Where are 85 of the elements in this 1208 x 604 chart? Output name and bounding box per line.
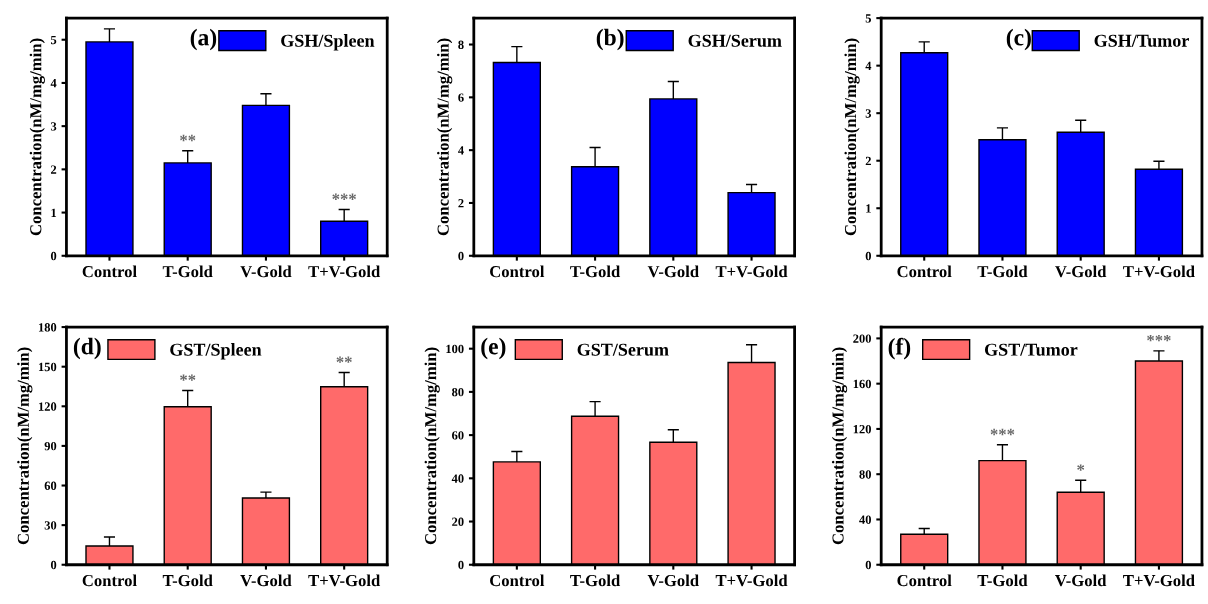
x-tick-label: T-Gold <box>977 574 1028 587</box>
y-tick-label: 60 <box>44 481 57 490</box>
y-tick-label: 80 <box>452 387 464 397</box>
x-tick-label: Control <box>897 265 952 278</box>
annotation: ** <box>180 134 196 142</box>
y-tick-label: 80 <box>859 470 871 479</box>
annotation: * <box>1077 464 1085 471</box>
annotation: (d) <box>73 337 101 360</box>
y-tick-label: 0 <box>458 251 464 261</box>
y-tick-label: 200 <box>853 334 871 343</box>
x-tick-label: V-Gold <box>240 574 292 587</box>
x-tick-label: Control <box>490 574 545 587</box>
x-tick-label: Control <box>82 265 137 278</box>
x-tick-label: T+V-Gold <box>308 265 381 278</box>
y-tick-label: 30 <box>44 521 57 530</box>
y-tick-label: 40 <box>451 474 464 483</box>
y-tick-label: 100 <box>446 344 464 354</box>
y-tick-label: 120 <box>853 424 871 434</box>
legend-label: GST/Tumor <box>984 343 1078 356</box>
legend-label: GST/Serum <box>577 343 669 356</box>
y-tick-label: 1 <box>866 204 871 213</box>
y-tick-label: 4 <box>458 146 464 155</box>
y-tick-label: 1 <box>51 208 57 217</box>
annotation: (c) <box>1006 28 1031 51</box>
x-tick-label: T-Gold <box>570 265 621 278</box>
y-tick-label: 8 <box>458 40 464 49</box>
x-tick-label: T-Gold <box>162 265 213 278</box>
x-tick-label: T-Gold <box>162 574 213 587</box>
annotation: (f) <box>888 337 911 360</box>
x-tick-label: T+V-Gold <box>1123 574 1195 587</box>
x-tick-label: T-Gold <box>977 265 1028 278</box>
annotation: *** <box>332 193 356 200</box>
annotation: (e) <box>481 337 506 360</box>
x-tick-label: V-Gold <box>240 265 292 278</box>
y-axis-title: Concentration(nM/mg/min) <box>437 38 453 236</box>
annotation: (b) <box>596 28 624 51</box>
y-tick-label: 3 <box>50 122 57 131</box>
y-tick-label: 3 <box>865 109 872 118</box>
y-tick-label: 5 <box>865 14 872 23</box>
y-tick-label: 2 <box>865 156 871 166</box>
y-tick-label: 2 <box>50 165 57 174</box>
legend-label: GST/Spleen <box>170 343 262 360</box>
annotation: ** <box>336 356 352 363</box>
y-tick-label: 5 <box>50 35 57 45</box>
y-axis-title: Concentration(nM/mg/min) <box>17 347 33 545</box>
y-tick-label: 90 <box>44 441 57 451</box>
annotation: *** <box>990 428 1015 436</box>
x-tick-label: T-Gold <box>570 574 621 587</box>
y-axis-title: Concentration(nM/mg/min) <box>844 38 860 236</box>
legend-label: GSH/Tumor <box>1094 34 1189 47</box>
y-tick-label: 0 <box>865 251 871 261</box>
legend-label: GSH/Spleen <box>281 34 375 51</box>
x-tick-label: Control <box>490 265 545 278</box>
y-tick-label: 2 <box>458 199 464 208</box>
y-tick-label: 6 <box>458 93 464 102</box>
y-tick-label: 160 <box>853 379 871 389</box>
x-tick-label: Control <box>897 574 952 587</box>
annotation: (a) <box>190 28 217 51</box>
y-axis-title: Concentration(nM/mg/min) <box>29 38 45 236</box>
y-tick-label: 0 <box>458 560 464 570</box>
x-tick-label: Control <box>82 574 137 587</box>
y-tick-label: 60 <box>452 431 464 440</box>
y-axis-title: Concentration(nM/mg/min) <box>424 347 440 545</box>
y-tick-label: 0 <box>865 560 871 570</box>
y-tick-label: 4 <box>865 61 872 70</box>
x-tick-label: T+V-Gold <box>715 574 788 587</box>
x-tick-label: V-Gold <box>647 265 699 278</box>
y-tick-label: 120 <box>38 402 57 411</box>
legend-label: GSH/Serum <box>688 34 782 47</box>
x-tick-label: T+V-Gold <box>308 574 381 587</box>
y-tick-label: 0 <box>50 560 57 570</box>
y-tick-label: 150 <box>38 362 57 372</box>
x-tick-label: T+V-Gold <box>1123 265 1195 278</box>
y-tick-label: 40 <box>859 515 871 524</box>
x-tick-label: T+V-Gold <box>715 265 788 278</box>
annotation: ** <box>180 374 196 381</box>
annotation: *** <box>1147 334 1171 342</box>
y-axis-title: Concentration(nM/mg/min) <box>831 347 848 545</box>
y-tick-label: 0 <box>50 251 57 261</box>
y-tick-label: 4 <box>50 79 57 88</box>
y-tick-label: 180 <box>38 323 57 332</box>
x-tick-label: V-Gold <box>1055 574 1107 587</box>
y-tick-label: 20 <box>452 517 464 526</box>
x-tick-label: V-Gold <box>1055 265 1107 278</box>
x-tick-label: V-Gold <box>647 574 699 587</box>
